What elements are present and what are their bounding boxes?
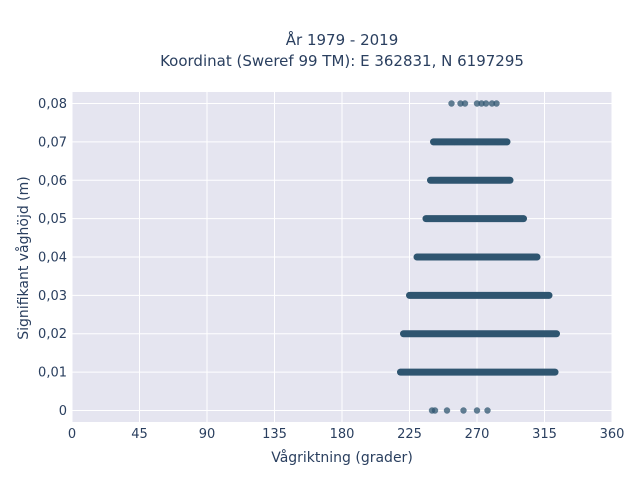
scatter-point — [473, 100, 481, 107]
x-tick-label: 360 — [600, 427, 625, 442]
y-tick-label: 0,08 — [38, 97, 67, 112]
scatter-point — [488, 100, 496, 107]
x-tick-label: 270 — [465, 427, 490, 442]
y-tick-label: 0,07 — [38, 135, 67, 150]
y-axis-title: Signifikant våghöjd (m) — [15, 176, 32, 339]
scatter-point — [448, 100, 455, 107]
scatter-point — [545, 292, 553, 299]
y-tick-label: 0 — [59, 404, 67, 419]
y-tick-label: 0,06 — [38, 174, 67, 189]
scatter-point — [493, 100, 500, 107]
scatter-point — [431, 407, 439, 414]
scatter-point — [553, 330, 560, 337]
scatter-point — [422, 215, 430, 222]
scatter-point — [427, 177, 434, 184]
scatter-point — [533, 253, 541, 261]
scatter-point — [484, 407, 491, 414]
x-tick-label: 135 — [262, 427, 287, 442]
scatter-point — [482, 138, 490, 146]
x-tick-label: 180 — [330, 427, 355, 442]
scatter-point — [451, 138, 458, 146]
scatter-point — [413, 253, 421, 261]
scatter-point — [400, 330, 407, 337]
scatter-point — [430, 138, 437, 146]
scatter-point — [406, 292, 413, 299]
y-tick-label: 0,04 — [38, 251, 67, 266]
scatter-point — [461, 138, 469, 146]
y-tick-label: 0,05 — [38, 212, 67, 227]
scatter-point — [457, 100, 464, 107]
scatter-point — [470, 138, 478, 146]
scatter-point — [503, 138, 511, 146]
scatter-point — [506, 177, 514, 184]
scatter-point — [461, 100, 469, 107]
scatter-point — [551, 368, 559, 376]
scatter-point — [482, 100, 490, 107]
x-axis-ticks: 0 45 90 135 180 225 270 315 360 — [68, 427, 625, 442]
x-tick-label: 225 — [397, 427, 422, 442]
y-tick-label: 0,01 — [38, 366, 67, 381]
scatter-point — [478, 100, 485, 107]
scatter-points — [397, 100, 560, 414]
scatter-point — [520, 215, 527, 222]
scatter-point — [443, 407, 451, 414]
x-tick-label: 315 — [532, 427, 557, 442]
y-axis-ticks: 0 0,01 0,02 0,03 0,04 0,05 0,06 0,07 0,08 — [38, 97, 67, 419]
chart-title-line-1: År 1979 - 2019 — [286, 30, 399, 49]
scatter-point — [460, 407, 467, 414]
chart-title-line-2: Koordinat (Sweref 99 TM): E 362831, N 61… — [160, 52, 524, 70]
scatter-point — [494, 138, 502, 146]
scatter-point — [397, 368, 404, 376]
y-tick-label: 0,02 — [38, 327, 67, 342]
x-tick-label: 0 — [68, 427, 76, 442]
scatter-point — [440, 138, 448, 146]
scatter-point — [473, 407, 481, 414]
x-tick-label: 45 — [131, 427, 148, 442]
y-tick-label: 0,03 — [38, 289, 67, 304]
x-axis-title: Vågriktning (grader) — [271, 449, 413, 466]
x-tick-label: 90 — [199, 427, 216, 442]
